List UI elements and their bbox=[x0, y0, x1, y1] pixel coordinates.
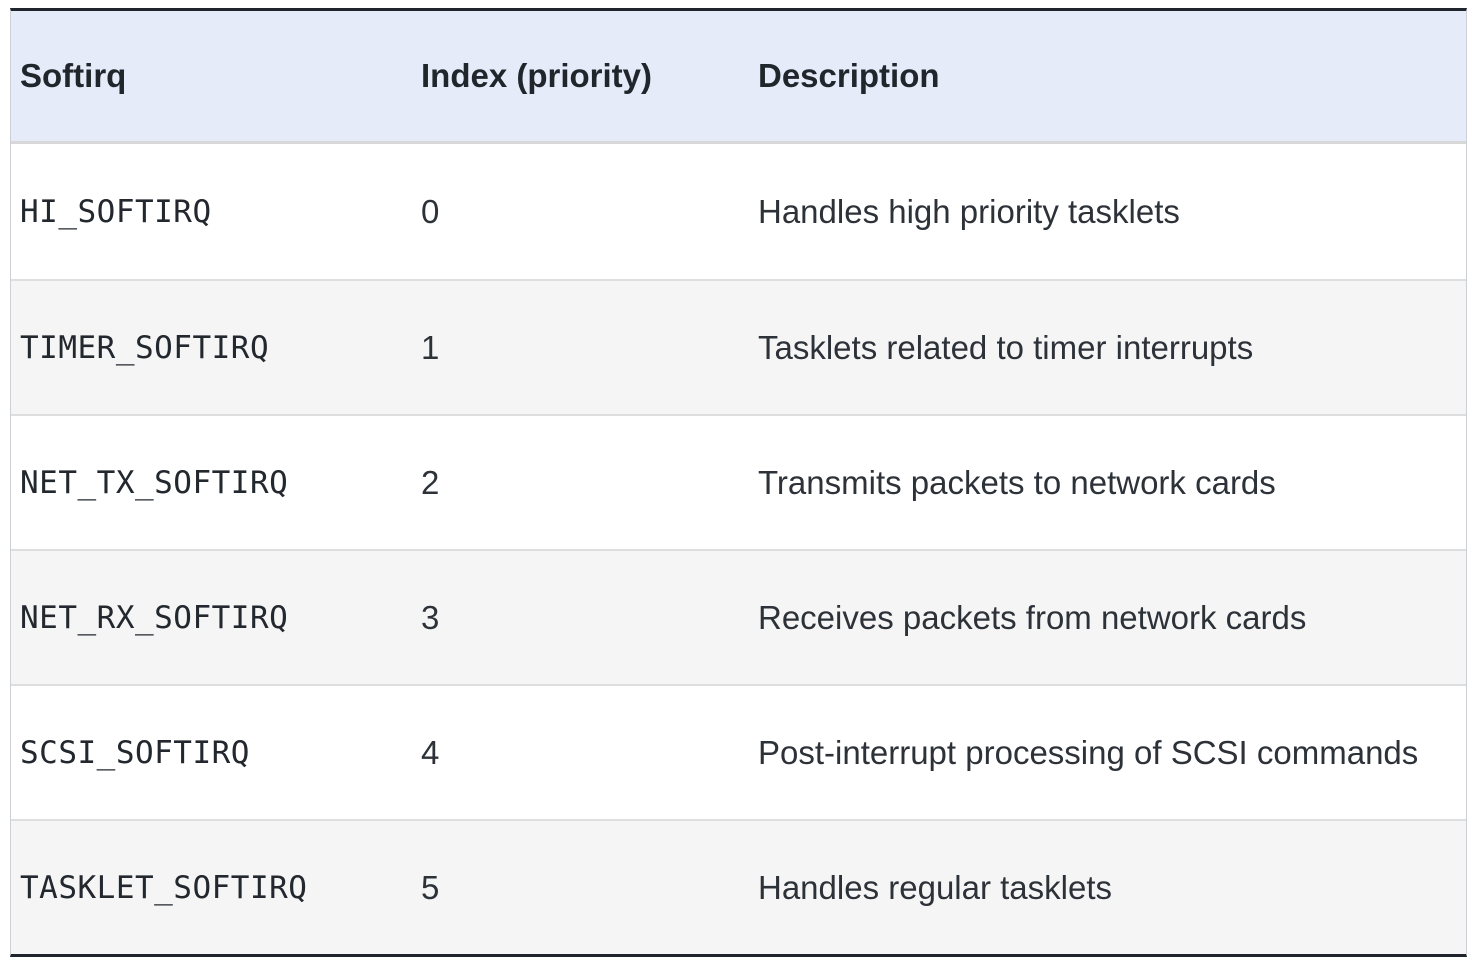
index-priority-cell: 2 bbox=[421, 463, 440, 501]
description-cell: Handles high priority tasklets bbox=[758, 192, 1180, 230]
description-cell: Post-interrupt processing of SCSI comman… bbox=[758, 733, 1419, 771]
softirq-name-cell: SCSI_SOFTIRQ bbox=[20, 734, 250, 771]
description-cell: Handles regular tasklets bbox=[758, 868, 1113, 906]
softirq-name-cell: HI_SOFTIRQ bbox=[20, 193, 212, 230]
table-row: NET_RX_SOFTIRQ 3 Receives packets from n… bbox=[11, 549, 1466, 684]
description-cell: Tasklets related to timer interrupts bbox=[758, 328, 1254, 366]
index-priority-cell: 5 bbox=[421, 868, 440, 906]
index-priority-cell: 1 bbox=[421, 328, 440, 366]
softirq-name-cell: TASKLET_SOFTIRQ bbox=[20, 869, 308, 906]
softirq-name-cell: TIMER_SOFTIRQ bbox=[20, 329, 270, 366]
table-body: HI_SOFTIRQ 0 Handles high priority taskl… bbox=[11, 144, 1466, 954]
index-priority-cell: 3 bbox=[421, 598, 440, 636]
table-row: TASKLET_SOFTIRQ 5 Handles regular taskle… bbox=[11, 819, 1466, 954]
softirq-table: Softirq Index (priority) Description HI_… bbox=[10, 8, 1467, 957]
table-row: SCSI_SOFTIRQ 4 Post-interrupt processing… bbox=[11, 684, 1466, 819]
description-cell: Receives packets from network cards bbox=[758, 598, 1307, 636]
column-header-softirq: Softirq bbox=[20, 57, 127, 94]
table-row: TIMER_SOFTIRQ 1 Tasklets related to time… bbox=[11, 279, 1466, 414]
table-row: NET_TX_SOFTIRQ 2 Transmits packets to ne… bbox=[11, 414, 1466, 549]
column-header-description: Description bbox=[758, 57, 940, 94]
index-priority-cell: 4 bbox=[421, 733, 440, 771]
softirq-name-cell: NET_TX_SOFTIRQ bbox=[20, 464, 289, 501]
column-header-index-priority: Index (priority) bbox=[421, 57, 653, 94]
table-header-row: Softirq Index (priority) Description bbox=[11, 11, 1466, 144]
index-priority-cell: 0 bbox=[421, 192, 440, 230]
description-cell: Transmits packets to network cards bbox=[758, 463, 1276, 501]
table-row: HI_SOFTIRQ 0 Handles high priority taskl… bbox=[11, 144, 1466, 279]
softirq-name-cell: NET_RX_SOFTIRQ bbox=[20, 599, 289, 636]
